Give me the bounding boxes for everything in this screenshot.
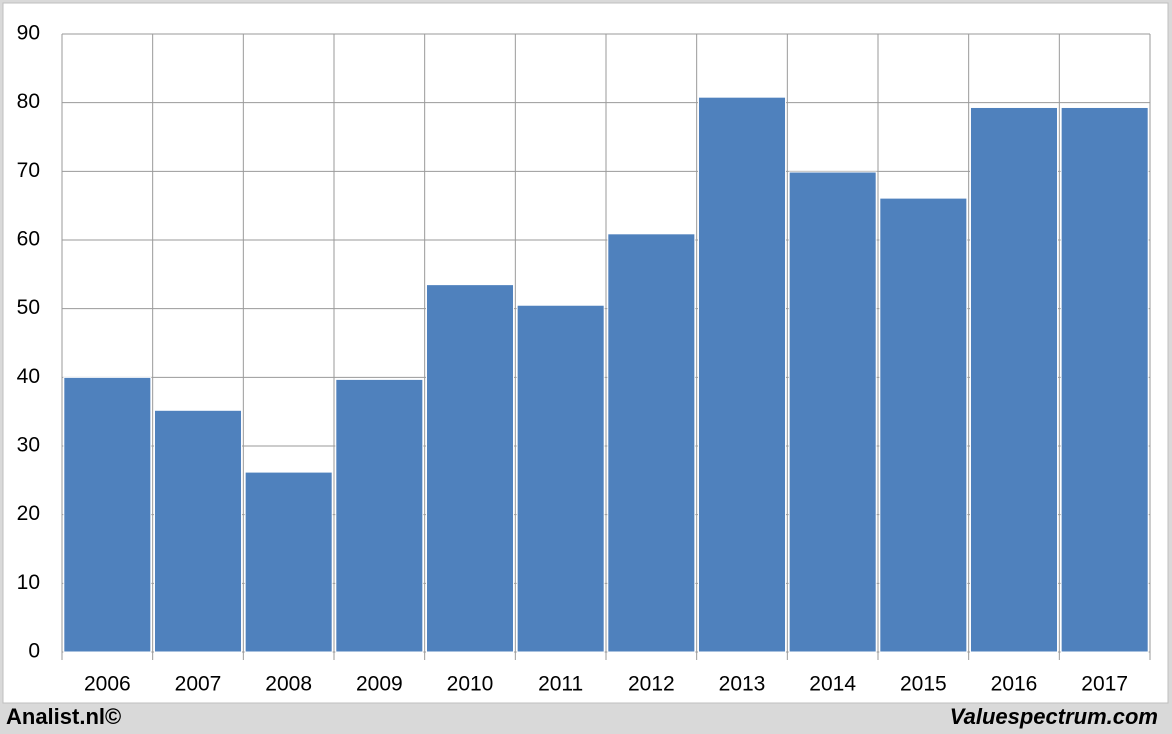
x-tick-label: 2015	[900, 673, 947, 696]
y-tick-label: 20	[17, 502, 40, 525]
x-tick-label: 2008	[265, 673, 312, 696]
bar	[607, 233, 696, 653]
y-tick-label: 90	[17, 22, 40, 45]
footer-left: Analist.nl©	[6, 704, 121, 729]
x-tick-label: 2013	[719, 673, 766, 696]
x-tick-label: 2017	[1081, 673, 1128, 696]
x-tick-label: 2009	[356, 673, 403, 696]
x-tick-label: 2006	[84, 673, 131, 696]
y-tick-label: 0	[28, 640, 40, 663]
x-tick-label: 2007	[175, 673, 222, 696]
footer-right: Valuespectrum.com	[950, 704, 1158, 729]
x-tick-label: 2014	[809, 673, 856, 696]
bar	[425, 284, 515, 653]
bar	[153, 409, 243, 653]
y-tick-label: 30	[17, 434, 40, 457]
bar	[516, 304, 605, 653]
bar	[63, 376, 152, 653]
x-tick-label: 2010	[447, 673, 494, 696]
y-tick-label: 40	[17, 365, 40, 388]
y-tick-label: 50	[17, 296, 40, 319]
bar	[969, 106, 1059, 653]
bar	[788, 171, 877, 653]
x-tick-label: 2012	[628, 673, 675, 696]
y-tick-label: 70	[17, 159, 40, 182]
bar	[244, 471, 333, 653]
y-tick-label: 10	[17, 571, 40, 594]
bar	[1060, 106, 1149, 653]
x-tick-label: 2011	[538, 673, 583, 696]
bar	[879, 197, 968, 653]
bar	[335, 378, 424, 653]
y-tick-label: 60	[17, 228, 40, 251]
y-tick-label: 80	[17, 90, 40, 113]
bar	[697, 96, 787, 653]
x-tick-label: 2016	[991, 673, 1038, 696]
